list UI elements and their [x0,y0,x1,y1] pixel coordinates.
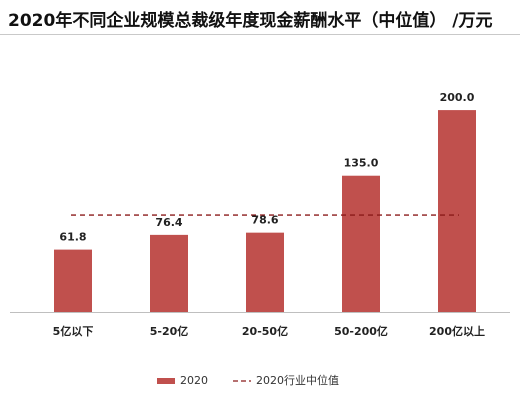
x-tick-label-1: 5亿以下 [53,324,94,338]
bars-layer [54,110,476,312]
bar-3 [246,232,284,312]
x-tick-label-2: 5-20亿 [150,324,189,338]
chart-title: 2020年不同企业规模总裁级年度现金薪酬水平（中位值） /万元 [8,11,493,31]
data-label-5: 200.0 [440,91,475,104]
bar-5 [438,110,476,312]
legend-label-2020: 2020 [180,374,208,387]
data-label-4: 135.0 [344,157,379,170]
x-tick-label-5: 200亿以上 [429,324,485,338]
data-labels-layer: 61.8 76.4 78.6 135.0 200.0 [59,91,474,244]
data-label-2: 76.4 [155,216,182,229]
data-label-1: 61.8 [59,231,86,244]
legend-swatch-2020 [157,378,175,384]
bar-1 [54,249,92,312]
data-label-3: 78.6 [251,214,278,227]
legend: 2020 2020行业中位值 [157,373,339,387]
bar-2 [150,234,188,312]
bar-4 [342,175,380,312]
title-divider [0,34,520,35]
x-tick-label-3: 20-50亿 [242,324,288,338]
legend-label-median: 2020行业中位值 [256,373,339,387]
x-tick-label-4: 50-200亿 [334,324,388,338]
x-tick-labels-layer: 5亿以下 5-20亿 20-50亿 50-200亿 200亿以上 [53,324,485,338]
